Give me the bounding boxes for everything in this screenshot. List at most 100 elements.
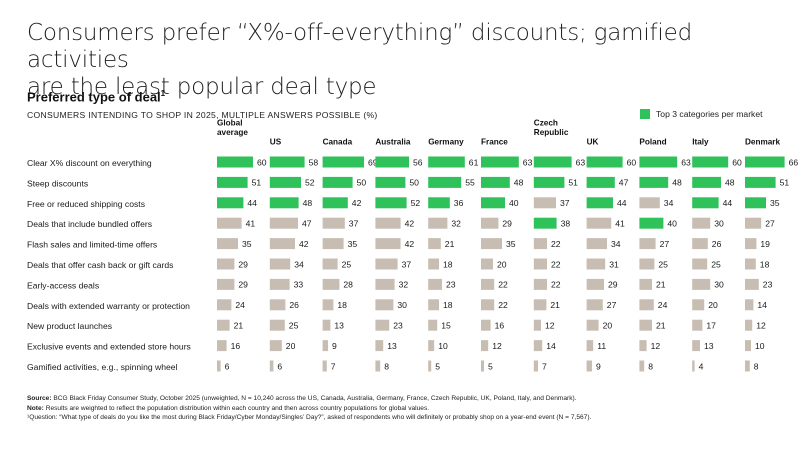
data-label: 23 (763, 280, 773, 290)
category-label: Deals that include bundled offers (27, 219, 152, 229)
data-label: 13 (387, 341, 397, 351)
bar (586, 299, 603, 311)
data-label: 23 (393, 321, 403, 331)
bar (217, 340, 227, 352)
bar (481, 156, 519, 168)
bar (533, 278, 547, 290)
data-label: 25 (289, 321, 299, 331)
series-header: Italy (692, 138, 709, 147)
series-header: Czech (534, 119, 558, 128)
bar (322, 238, 344, 250)
bar (745, 197, 766, 209)
data-label: 21 (445, 239, 455, 249)
bar (428, 156, 465, 168)
bar (533, 197, 556, 209)
bar (428, 340, 435, 352)
data-label: 10 (438, 341, 448, 351)
data-label: 52 (305, 178, 315, 188)
bar (481, 319, 491, 331)
bar (745, 360, 750, 372)
series-header: Germany (428, 138, 464, 147)
data-label: 5 (488, 361, 493, 371)
bar (692, 360, 695, 372)
bar (217, 156, 253, 168)
bar (428, 176, 462, 188)
data-label: 29 (608, 280, 618, 290)
bar (375, 340, 384, 352)
bar (322, 360, 327, 372)
bar (481, 299, 495, 311)
data-label: 29 (238, 259, 248, 269)
bar (692, 197, 719, 209)
bar (586, 340, 594, 352)
bar (481, 360, 484, 372)
data-label: 7 (542, 361, 547, 371)
series-header: Poland (639, 138, 666, 147)
data-label: 60 (627, 157, 637, 167)
data-label: 60 (257, 157, 267, 167)
category-label: Clear X% discount on everything (27, 158, 152, 168)
bar (639, 278, 652, 290)
bar (428, 238, 441, 250)
data-label: 35 (506, 239, 516, 249)
data-label: 37 (402, 259, 412, 269)
bar (745, 217, 762, 229)
data-label: 41 (615, 219, 625, 229)
bar (428, 217, 448, 229)
data-label: 6 (277, 361, 282, 371)
bar (639, 197, 660, 209)
bar (586, 360, 592, 372)
bar (375, 299, 394, 311)
footnote-marker: 1 (160, 89, 166, 98)
bar (269, 278, 290, 290)
data-label: 22 (498, 280, 508, 290)
data-label: 28 (343, 280, 353, 290)
data-label: 50 (357, 178, 367, 188)
bar (428, 299, 439, 311)
series-header: Australia (375, 138, 410, 147)
data-label: 44 (247, 198, 257, 208)
data-label: 37 (349, 219, 359, 229)
data-label: 42 (405, 219, 415, 229)
data-label: 40 (667, 219, 677, 229)
data-label: 34 (611, 239, 621, 249)
data-label: 27 (607, 300, 617, 310)
data-label: 48 (725, 178, 735, 188)
bar (428, 360, 432, 372)
data-label: 15 (441, 321, 451, 331)
data-label: 8 (384, 361, 389, 371)
series-column: US 58 52 48 47 42 34 33 26 25 20 6 (269, 138, 318, 372)
bar (639, 258, 655, 270)
bar (375, 360, 381, 372)
data-label: 23 (446, 280, 456, 290)
bar (269, 360, 274, 372)
data-label: 24 (658, 300, 668, 310)
bar (639, 156, 678, 168)
bar (639, 238, 656, 250)
data-label: 6 (225, 361, 230, 371)
chart-subtitle-text: Preferred type of deal (27, 89, 161, 105)
bar (217, 258, 235, 270)
data-label: 41 (246, 219, 256, 229)
chart-title-line-2: are the least popular deal type (27, 74, 377, 100)
data-label: 4 (699, 361, 704, 371)
bar (586, 176, 615, 188)
bar (269, 156, 305, 168)
bar (586, 319, 599, 331)
bar (375, 176, 406, 188)
bar (692, 340, 700, 352)
data-label: 47 (619, 178, 629, 188)
series-header: US (270, 138, 282, 147)
data-label: 30 (714, 219, 724, 229)
series-header: Denmark (745, 138, 780, 147)
bar (375, 217, 401, 229)
bar (745, 299, 754, 311)
data-label: 32 (399, 280, 409, 290)
data-label: 18 (337, 300, 347, 310)
series-column: France 63 48 40 29 35 20 22 22 16 12 5 (481, 138, 533, 372)
data-label: 26 (289, 300, 299, 310)
